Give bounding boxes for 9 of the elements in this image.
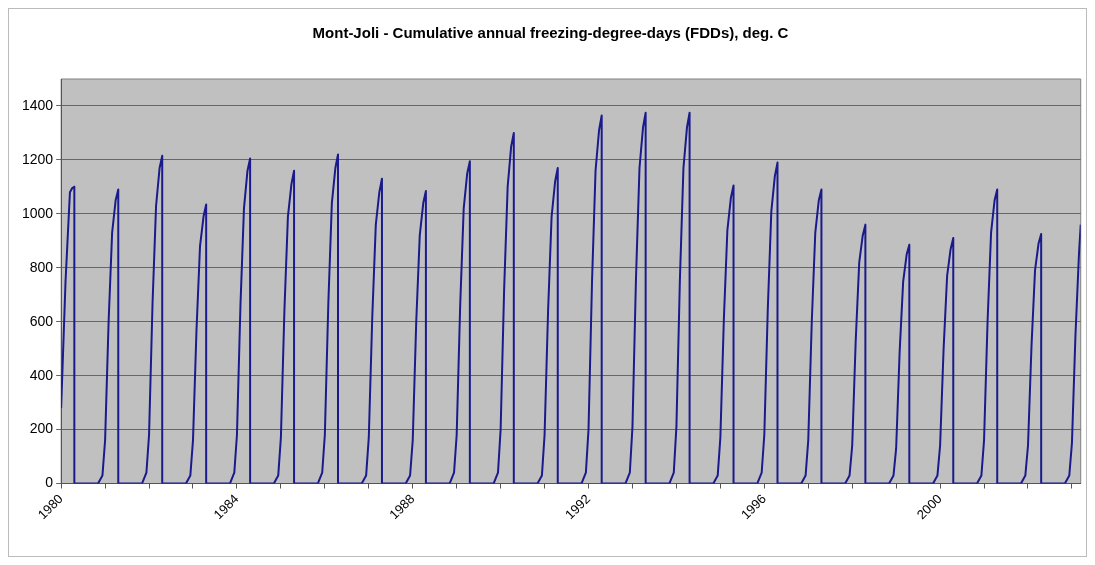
y-tick-label: 200	[29, 420, 54, 437]
chart-title: Mont-Joli - Cumulative annual freezing-degree-days (FDDs), deg. C	[312, 24, 789, 42]
y-tick-label: 800	[29, 258, 54, 275]
y-tick-label: 400	[29, 366, 54, 383]
y-tick-label: 1400	[21, 96, 54, 113]
y-tick-label: 0	[45, 474, 54, 491]
y-tick-label: 600	[29, 312, 54, 329]
y-tick-label: 1000	[21, 204, 54, 221]
y-tick-label: 1200	[21, 150, 54, 167]
